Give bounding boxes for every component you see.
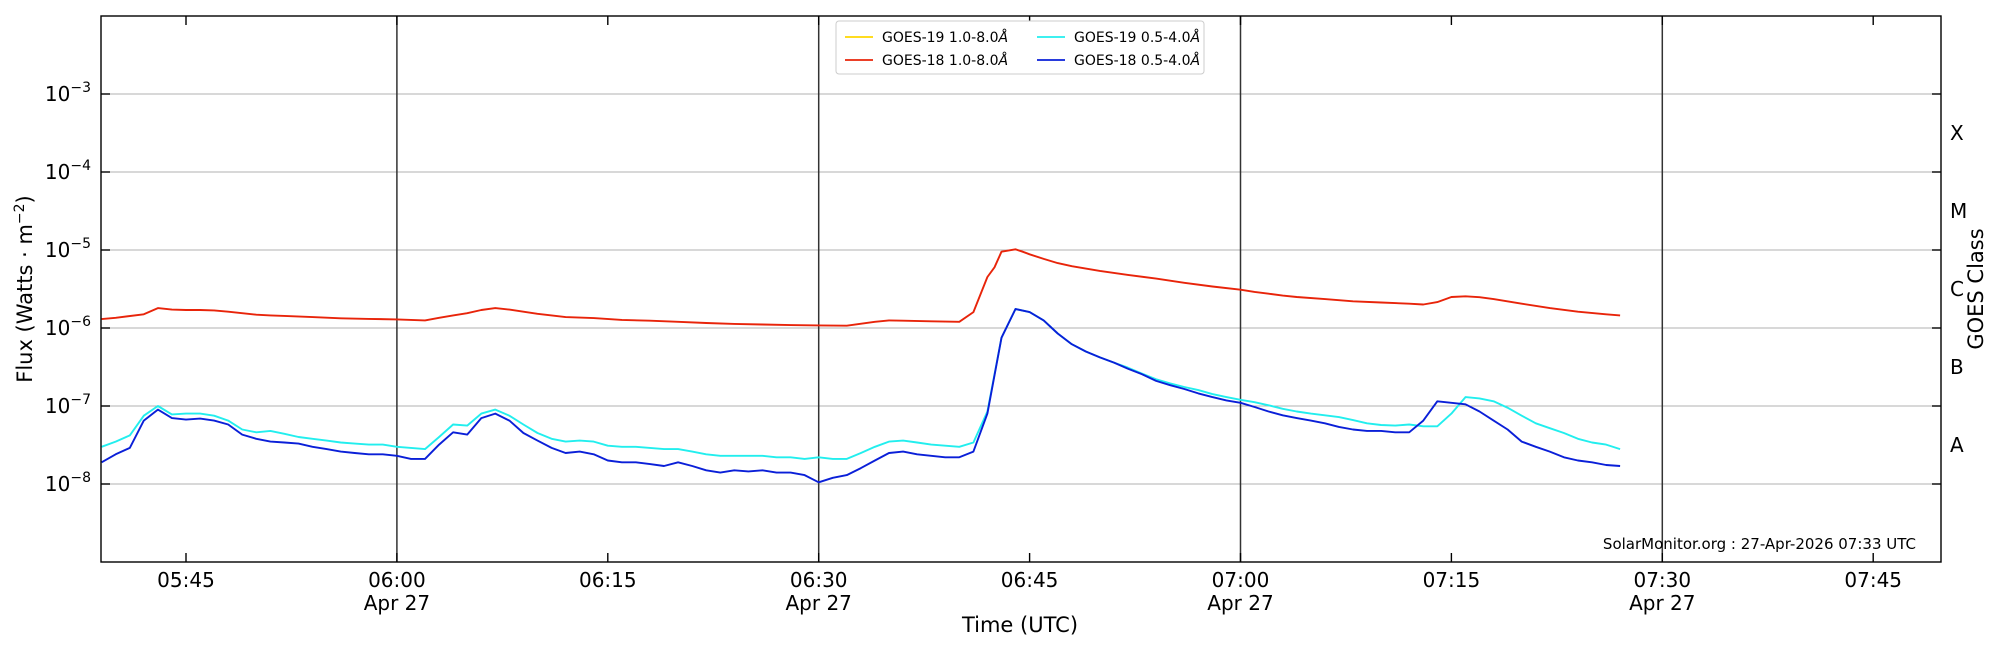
legend-label-g18_long: GOES-18 1.0-8.0Å — [882, 52, 1008, 69]
x-tick-label: 06:45 — [1001, 568, 1059, 592]
x-tick-label: 07:30 — [1633, 568, 1691, 592]
x-tick-date-label: Apr 27 — [1207, 591, 1273, 615]
gridlines — [101, 93, 1941, 485]
x-tick-date-label: Apr 27 — [1629, 591, 1695, 615]
goes-class-axis-title: GOES Class — [1964, 228, 1988, 349]
series-line-g19_short — [101, 308, 1621, 460]
x-tick-label: 07:00 — [1212, 568, 1270, 592]
x-axis-title: Time (UTC) — [961, 613, 1078, 637]
x-tick-date-label: Apr 27 — [785, 591, 851, 615]
legend: GOES-19 1.0-8.0Å GOES-18 1.0-8.0Å GOES-19 … — [835, 20, 1205, 75]
goes-class-label: X — [1950, 121, 1964, 145]
x-tick-label: 06:00 — [368, 568, 426, 592]
series-line-g18_long — [101, 248, 1621, 327]
y-tick-label: 10−7 — [45, 392, 91, 418]
legend-label-g18_short: GOES-18 0.5-4.0Å — [1074, 52, 1200, 69]
goes-class-label: B — [1950, 355, 1964, 379]
x-tick-label: 06:15 — [579, 568, 637, 592]
legend-box — [835, 20, 1205, 75]
data-series — [101, 248, 1621, 484]
x-tick-label: 06:30 — [790, 568, 848, 592]
goes-class-label: C — [1950, 277, 1964, 301]
y-tick-label: 10−8 — [45, 470, 91, 496]
x-tick-label: 07:45 — [1844, 568, 1902, 592]
series-line-g18_short — [101, 308, 1621, 484]
plot-frame — [100, 15, 1942, 563]
y-tick-label: 10−4 — [45, 158, 91, 184]
y-tick-label: 10−5 — [45, 236, 91, 262]
x-tick-label: 05:45 — [157, 568, 215, 592]
y-axis-title: Flux (Watts · m−2) — [12, 195, 37, 383]
y-tick-label: 10−3 — [45, 80, 91, 106]
goes-class-label: A — [1950, 433, 1964, 457]
legend-label-g19_short: GOES-19 0.5-4.0Å — [1074, 29, 1200, 46]
x-tick-label: 07:15 — [1423, 568, 1481, 592]
goes-class-label: M — [1950, 199, 1967, 223]
x-tick-date-label: Apr 27 — [364, 591, 430, 615]
credit-text: SolarMonitor.org : 27-Apr-2026 07:33 UTC — [1603, 535, 1916, 553]
legend-label-g19_long: GOES-19 1.0-8.0Å — [882, 29, 1008, 46]
y-tick-label: 10−6 — [45, 314, 91, 340]
